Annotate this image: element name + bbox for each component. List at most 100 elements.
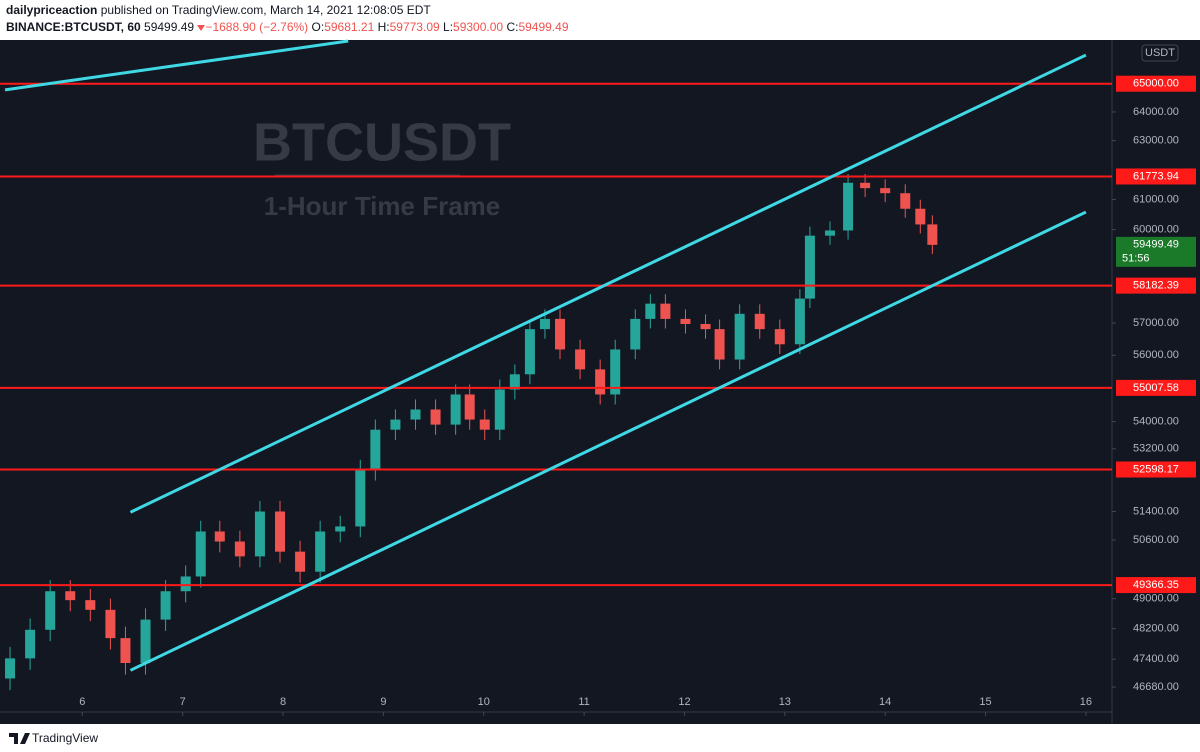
candle-body [335, 526, 346, 532]
candle-body [410, 409, 421, 420]
watermark: BTCUSDT [253, 112, 511, 172]
level-label: 55007.58 [1133, 382, 1179, 394]
footer: TradingView [0, 724, 1200, 752]
level-label: 61773.94 [1133, 170, 1179, 182]
c-label: C: [506, 20, 519, 34]
candle-body [610, 349, 621, 395]
level-label: 65000.00 [1133, 78, 1179, 90]
currency-badge [1141, 44, 1179, 62]
symbol: BINANCE:BTCUSDT, 60 [6, 20, 141, 34]
l-label: L: [443, 20, 454, 34]
candle-body [774, 329, 785, 345]
candle-body [734, 313, 745, 360]
candle-body [575, 349, 586, 370]
x-tick-label: 13 [779, 696, 791, 708]
candle-body [254, 511, 265, 557]
y-tick-label: 53200.00 [1133, 443, 1179, 455]
candle-body [555, 318, 566, 350]
brand: TradingView [32, 731, 99, 745]
down-arrow [197, 24, 206, 31]
candle-body [430, 409, 441, 425]
candle-body [370, 429, 381, 471]
trend-line [129, 53, 1087, 514]
candle-body [660, 303, 671, 319]
countdown: 51:56 [1122, 253, 1150, 265]
candle-body [275, 511, 286, 552]
publish-line: dailypriceaction published on TradingVie… [6, 3, 431, 17]
candle-body [65, 591, 76, 601]
candle-body [714, 329, 725, 360]
level-tag [1116, 168, 1196, 185]
candle-body [234, 541, 245, 557]
candle-body [295, 551, 306, 572]
candle-body [804, 235, 815, 299]
level-label: 49366.35 [1133, 579, 1179, 591]
header: dailypriceaction published on TradingVie… [0, 0, 1200, 40]
level-tag [1116, 577, 1196, 594]
y-tick-label: 48200.00 [1133, 623, 1179, 635]
candle-body [355, 470, 366, 527]
price-tag [1116, 236, 1196, 267]
candle-body [860, 182, 871, 189]
candle-body [105, 609, 116, 639]
candle-body [214, 531, 225, 542]
y-tick-label: 60000.00 [1133, 223, 1179, 235]
x-tick-label: 11 [578, 696, 589, 708]
candle-body [25, 629, 36, 659]
candle-body [195, 531, 206, 577]
x-tick-label: 9 [380, 696, 386, 708]
candle-body [494, 389, 505, 430]
level-tag [1116, 379, 1196, 396]
author: dailypriceaction [6, 3, 98, 17]
logo [9, 733, 30, 744]
y-tick-label: 50600.00 [1133, 534, 1179, 546]
candle-body [450, 394, 461, 425]
trend-line [4, 39, 349, 92]
candle-body [630, 318, 641, 350]
y-tick-label: 63000.00 [1133, 135, 1179, 147]
y-tick-label: 64000.00 [1133, 106, 1179, 118]
level-tag [1116, 277, 1196, 294]
x-tick-label: 7 [180, 696, 186, 708]
level-label: 52598.17 [1133, 463, 1179, 475]
y-tick-label: 47400.00 [1133, 653, 1179, 665]
y-tick-label: 46680.00 [1133, 681, 1179, 693]
candle-body [680, 318, 691, 325]
candle-body [595, 369, 606, 395]
candle-body [700, 324, 711, 330]
currency: USDT [1145, 47, 1175, 59]
x-tick-label: 10 [478, 696, 490, 708]
y-tick-label: 49000.00 [1133, 593, 1179, 605]
candle-body [479, 419, 490, 430]
h-label: H: [377, 20, 390, 34]
last: 59499.49 [144, 20, 195, 34]
x-tick-label: 16 [1080, 696, 1092, 708]
x-tick-label: 8 [280, 696, 286, 708]
chart: BTCUSDT 1-Hour Time Frame USDT 64000.00 6… [0, 39, 1200, 724]
candle-body [843, 182, 854, 231]
candle-body [45, 591, 56, 630]
candle-body [5, 658, 16, 679]
published: published on TradingView.com, March 14, … [100, 3, 431, 17]
subtitle: 1-Hour Time Frame [264, 191, 500, 221]
candle-body [645, 303, 656, 319]
o-label: O: [311, 20, 325, 34]
o: 59681.21 [324, 20, 375, 34]
candle-body [824, 230, 835, 236]
level-tag [1116, 75, 1196, 92]
y-tick-label: 61000.00 [1133, 193, 1179, 205]
y-tick-label: 56000.00 [1133, 349, 1179, 361]
candle-body [120, 638, 131, 663]
candle-body [315, 531, 326, 572]
candle-body [85, 600, 96, 610]
ohlc-line: BINANCE:BTCUSDT, 60 59499.49 −1688.90 (−… [6, 20, 569, 34]
candle-body [915, 208, 926, 225]
h: 59773.09 [389, 20, 440, 34]
x-tick-label: 12 [678, 696, 690, 708]
x-tick-label: 15 [979, 696, 991, 708]
candle-body [390, 419, 401, 430]
candle-body [900, 193, 911, 209]
y-tick-label: 54000.00 [1133, 415, 1179, 427]
price-label: 59499.49 [1133, 239, 1179, 251]
level-label: 58182.39 [1133, 280, 1179, 292]
